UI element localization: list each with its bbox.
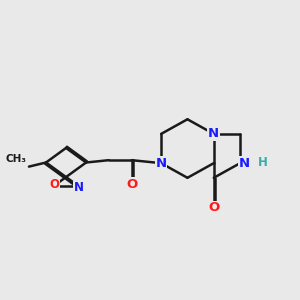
Text: O: O: [49, 178, 59, 191]
Text: N: N: [74, 181, 83, 194]
Text: N: N: [156, 157, 167, 170]
Text: O: O: [208, 201, 219, 214]
Text: H: H: [258, 156, 268, 169]
Text: N: N: [239, 157, 250, 170]
Text: O: O: [126, 178, 137, 191]
Text: CH₃: CH₃: [6, 154, 27, 164]
Text: N: N: [208, 128, 219, 140]
